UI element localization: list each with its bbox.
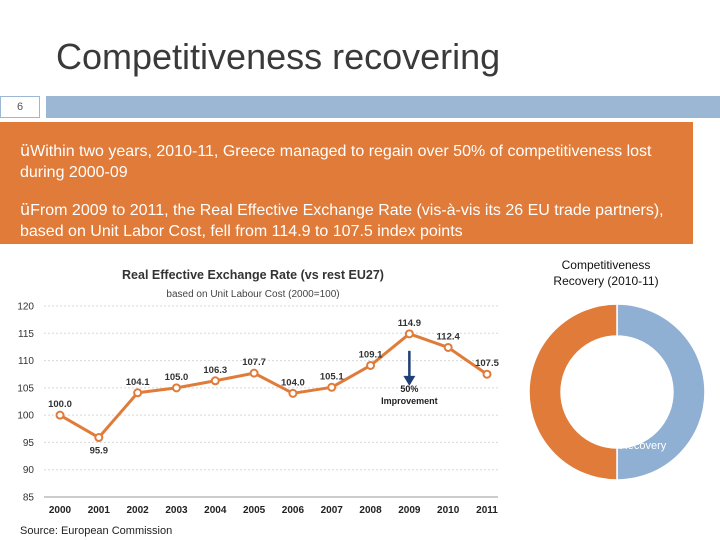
- annotation-value: 50%: [400, 384, 418, 394]
- data-point: [133, 388, 143, 398]
- slide-title: Competitiveness recovering: [56, 36, 501, 77]
- x-tick-label: 2011: [476, 505, 498, 516]
- series-line: [59, 332, 488, 440]
- donut-chart-title: Competitiveness Recovery (2010-11): [553, 258, 659, 288]
- data-point: [366, 360, 376, 370]
- y-tick-label: 85: [23, 493, 35, 504]
- annotation-label: Improvement: [381, 396, 438, 406]
- data-point: [210, 376, 220, 386]
- bullet-item: üFrom 2009 to 2011, the Real Effective E…: [20, 199, 680, 242]
- data-label: 114.9: [398, 318, 421, 329]
- x-tick-label: 2000: [49, 505, 72, 516]
- y-tick-label: 120: [17, 302, 34, 313]
- data-point: [404, 329, 414, 339]
- data-label: 95.9: [90, 446, 109, 457]
- data-label: 112.4: [437, 331, 461, 342]
- x-tick-label: 2001: [88, 505, 111, 516]
- chart-subtitle: based on Unit Labour Cost (2000=100): [166, 289, 339, 300]
- donut-slice: [528, 303, 618, 481]
- y-tick-label: 110: [18, 356, 34, 367]
- data-label: 109.1: [359, 349, 383, 360]
- x-tick-label: 2003: [165, 505, 188, 516]
- y-tick-label: 100: [17, 411, 34, 422]
- chart-title: Real Effective Exchange Rate (vs rest EU…: [122, 268, 384, 282]
- y-tick-label: 90: [23, 465, 35, 476]
- chart-frame: [5, 254, 507, 520]
- slide-number: 6: [0, 96, 40, 118]
- y-tick-label: 105: [17, 383, 34, 394]
- data-label: 107.5: [475, 358, 499, 369]
- x-tick-label: 2007: [321, 505, 344, 516]
- x-tick-label: 2008: [359, 505, 382, 516]
- data-label: 100.0: [48, 399, 72, 410]
- summary-box: üWithin two years, 2010-11, Greece manag…: [0, 122, 693, 244]
- x-tick-label: 2002: [127, 505, 150, 516]
- data-point: [94, 433, 104, 443]
- x-tick-label: 2009: [398, 505, 421, 516]
- data-point: [171, 383, 181, 393]
- checkmark-icon: ü: [20, 200, 31, 219]
- data-point: [55, 410, 65, 420]
- slice-label: Recovery: [620, 440, 667, 452]
- data-label: 105.0: [165, 372, 189, 383]
- y-tick-label: 95: [23, 438, 35, 449]
- bullet-text: From 2009 to 2011, the Real Effective Ex…: [20, 202, 664, 240]
- data-label: 104.0: [281, 377, 305, 388]
- donut-slice: [616, 303, 706, 481]
- data-label: 106.3: [203, 365, 227, 376]
- x-tick-label: 2006: [282, 505, 305, 516]
- data-point: [443, 342, 453, 352]
- data-point: [249, 368, 259, 378]
- data-label: 105.1: [320, 371, 344, 382]
- source-note: Source: European Commission: [20, 525, 173, 537]
- data-point: [327, 382, 337, 392]
- title-accent-bar: [46, 96, 720, 118]
- checkmark-icon: ü: [20, 141, 31, 160]
- y-tick-label: 115: [18, 329, 34, 340]
- data-label: 107.7: [242, 357, 266, 368]
- data-label: 104.1: [126, 377, 150, 388]
- data-point: [482, 369, 492, 379]
- bullet-text: Within two years, 2010-11, Greece manage…: [20, 143, 652, 181]
- data-point: [288, 388, 298, 398]
- bullet-item: üWithin two years, 2010-11, Greece manag…: [20, 140, 680, 183]
- x-tick-label: 2005: [243, 505, 266, 516]
- x-tick-label: 2010: [437, 505, 460, 516]
- x-tick-label: 2004: [204, 505, 227, 516]
- arrow-down-icon: [403, 375, 416, 386]
